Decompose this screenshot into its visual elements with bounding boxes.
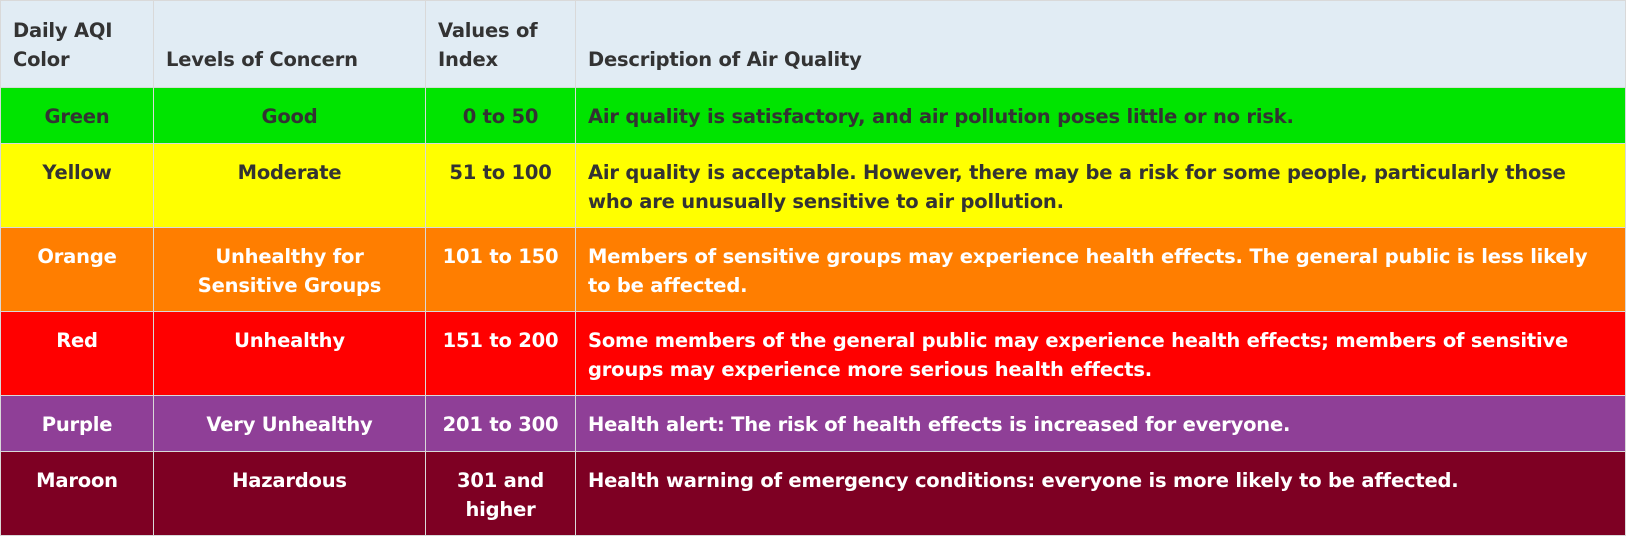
table-row: Red Unhealthy 151 to 200 Some members of… <box>0 311 1626 396</box>
cell-values: 201 to 300 <box>425 395 576 452</box>
cell-description: Air quality is satisfactory, and air pol… <box>575 87 1626 144</box>
cell-values: 101 to 150 <box>425 227 576 312</box>
cell-color: Orange <box>0 227 154 312</box>
cell-values: 301 and higher <box>425 451 576 536</box>
cell-description: Health warning of emergency conditions: … <box>575 451 1626 536</box>
cell-color: Green <box>0 87 154 144</box>
cell-color: Maroon <box>0 451 154 536</box>
cell-values: 0 to 50 <box>425 87 576 144</box>
cell-values: 151 to 200 <box>425 311 576 396</box>
cell-color: Red <box>0 311 154 396</box>
cell-description: Members of sensitive groups may experien… <box>575 227 1626 312</box>
cell-values: 51 to 100 <box>425 143 576 228</box>
table-body: Green Good 0 to 50 Air quality is satisf… <box>0 87 1626 536</box>
cell-concern: Unhealthy <box>153 311 426 396</box>
header-levels-of-concern: Levels of Concern <box>153 0 426 88</box>
header-daily-aqi-color: Daily AQI Color <box>0 0 154 88</box>
header-row: Daily AQI Color Levels of Concern Values… <box>0 0 1626 88</box>
table-row: Yellow Moderate 51 to 100 Air quality is… <box>0 143 1626 228</box>
cell-concern: Hazardous <box>153 451 426 536</box>
cell-concern: Very Unhealthy <box>153 395 426 452</box>
cell-description: Some members of the general public may e… <box>575 311 1626 396</box>
table-row: Purple Very Unhealthy 201 to 300 Health … <box>0 395 1626 452</box>
table-header: Daily AQI Color Levels of Concern Values… <box>0 0 1626 88</box>
cell-concern: Moderate <box>153 143 426 228</box>
header-values-of-index: Values of Index <box>425 0 576 88</box>
table-row: Green Good 0 to 50 Air quality is satisf… <box>0 87 1626 144</box>
cell-description: Health alert: The risk of health effects… <box>575 395 1626 452</box>
table-row: Orange Unhealthy for Sensitive Groups 10… <box>0 227 1626 312</box>
header-description: Description of Air Quality <box>575 0 1626 88</box>
cell-color: Purple <box>0 395 154 452</box>
cell-description: Air quality is acceptable. However, ther… <box>575 143 1626 228</box>
table-row: Maroon Hazardous 301 and higher Health w… <box>0 451 1626 536</box>
cell-color: Yellow <box>0 143 154 228</box>
cell-concern: Good <box>153 87 426 144</box>
cell-concern: Unhealthy for Sensitive Groups <box>153 227 426 312</box>
